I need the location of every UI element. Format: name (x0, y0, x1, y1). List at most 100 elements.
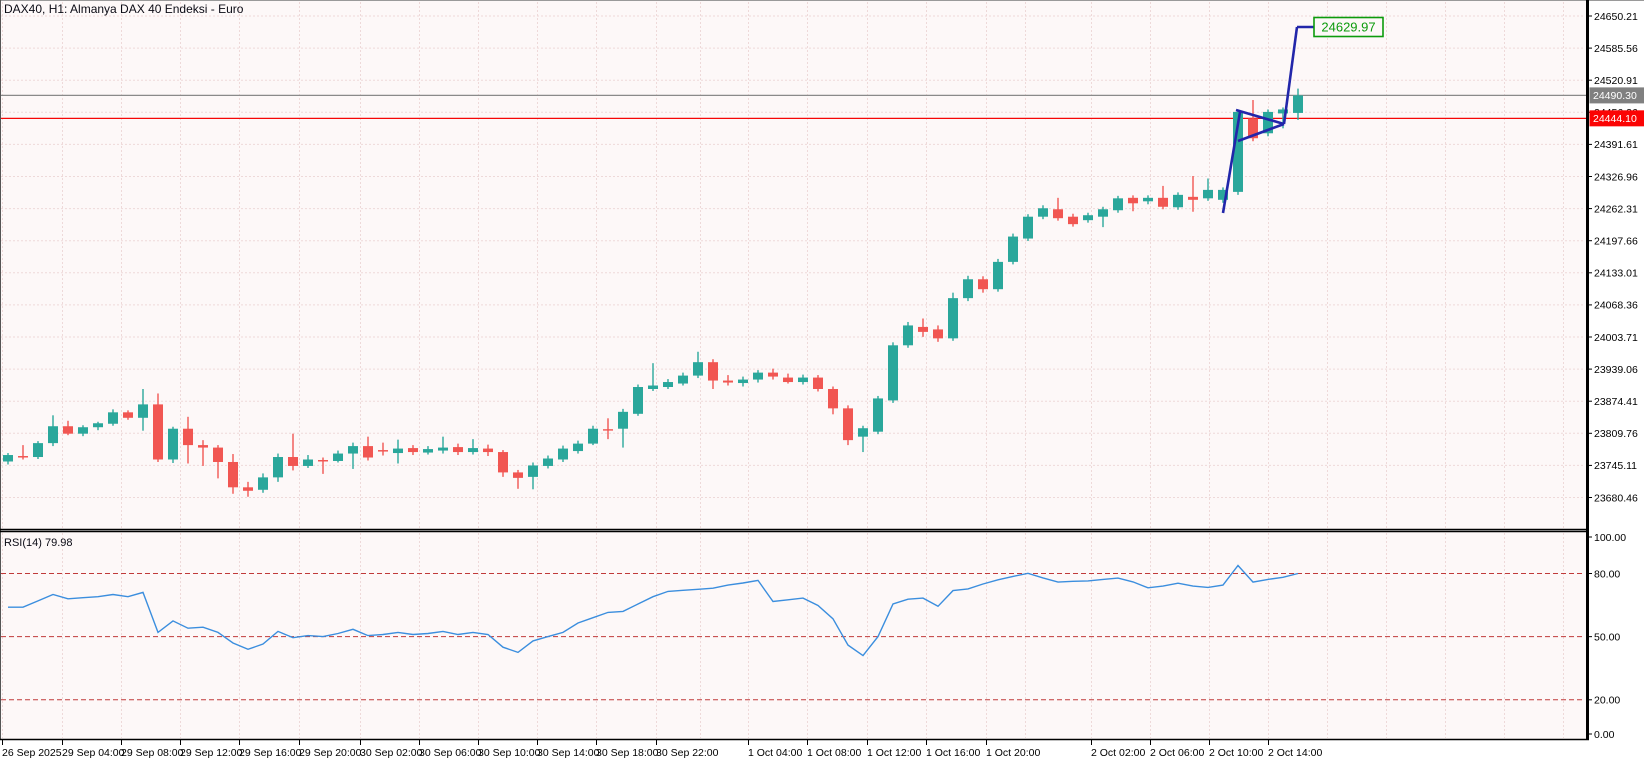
candle-bull (1293, 88, 1303, 120)
candle-bear (213, 445, 223, 479)
flagpole-trendline[interactable] (1221, 111, 1242, 214)
candle-bull (963, 275, 973, 302)
candle-bull (48, 415, 58, 447)
candle-bear (498, 450, 508, 477)
rsi-axis-label: 0.00 (1594, 729, 1615, 741)
line-price-tag-text: 24444.10 (1593, 113, 1637, 125)
price-axis-label: 24003.71 (1594, 332, 1638, 344)
candle-bear (933, 325, 943, 342)
pennant-lower-trendline[interactable] (1237, 122, 1285, 143)
candle-bull (528, 462, 538, 490)
chart-title: DAX40, H1: Almanya DAX 40 Endeksi - Euro (4, 2, 244, 16)
candle-bull (438, 436, 448, 454)
candle-bull (468, 439, 478, 455)
time-axis-label: 30 Sep 02:00 (360, 747, 423, 759)
time-axis-label: 29 Sep 08:00 (121, 747, 184, 759)
price-axis-label: 24133.01 (1594, 268, 1638, 280)
time-axis-label: 29 Sep 12:00 (180, 747, 243, 759)
candle-bull (348, 442, 358, 469)
price-axis-label: 23874.41 (1594, 396, 1638, 408)
candle-bull (858, 425, 868, 453)
price-axis-label: 24391.61 (1594, 139, 1638, 151)
candle-bull (798, 374, 808, 385)
rsi-axis-label: 20.00 (1594, 695, 1620, 707)
main-chart-pane[interactable] (0, 0, 1586, 529)
candle-bull (888, 342, 898, 403)
candle-bear (453, 443, 463, 456)
candle-bull (33, 441, 43, 460)
candle-bull (903, 321, 913, 348)
candle-bear (363, 436, 373, 461)
candle-bull (273, 453, 283, 482)
candle-bear (1068, 213, 1078, 227)
candle-bear (18, 445, 28, 460)
time-axis-label: 26 Sep 2025 (2, 747, 62, 759)
time-axis-label: 30 Sep 22:00 (656, 747, 719, 759)
candle-bear (1188, 175, 1198, 212)
candle-bull (138, 388, 148, 431)
time-axis-label: 30 Sep 18:00 (596, 747, 659, 759)
target-price-callout[interactable] (1313, 16, 1384, 38)
candle-bear (63, 420, 73, 436)
candle-bull (618, 408, 628, 448)
candle-bull (1143, 195, 1153, 205)
candle-bear (123, 410, 133, 420)
candle-bear (183, 416, 193, 464)
rsi-axis-label: 80.00 (1594, 568, 1620, 580)
candle-bull (333, 450, 343, 463)
time-axis-label: 2 Oct 06:00 (1150, 747, 1204, 759)
candle-bear (783, 373, 793, 384)
candle-bull (558, 445, 568, 462)
candle-bear (1128, 195, 1138, 212)
time-axis-label: 30 Sep 14:00 (537, 747, 600, 759)
candle-bear (1053, 197, 1063, 221)
candle-bear (408, 445, 418, 456)
candle-bull (993, 258, 1003, 292)
time-axis-label: 29 Sep 16:00 (239, 747, 302, 759)
rsi-line (8, 564, 1299, 657)
price-axis-label: 23680.46 (1594, 492, 1638, 504)
candle-bull (948, 292, 958, 341)
candle-bear (483, 444, 493, 457)
current-price-tag (1589, 87, 1644, 104)
price-axis-label: 23939.06 (1594, 364, 1638, 376)
time-axis-label: 1 Oct 12:00 (867, 747, 921, 759)
candle-bull (588, 425, 598, 446)
candle-bear (918, 318, 928, 337)
candle-bear (288, 433, 298, 471)
candle-bear (318, 457, 328, 474)
time-axis-label: 1 Oct 16:00 (926, 747, 980, 759)
candle-bull (78, 425, 88, 437)
pennant-upper-trendline[interactable] (1235, 108, 1285, 126)
time-axis-label: 30 Sep 10:00 (478, 747, 541, 759)
candle-bear (198, 440, 208, 466)
candle-bull (258, 473, 268, 493)
time-axis-label: 1 Oct 08:00 (807, 747, 861, 759)
price-axis-label: 23745.11 (1594, 460, 1637, 472)
time-axis-label: 2 Oct 02:00 (1091, 747, 1145, 759)
candle-bull (3, 453, 13, 465)
candle-bull (1098, 206, 1108, 228)
price-axis-label: 24650.21 (1594, 11, 1638, 23)
candle-bull (1083, 212, 1093, 223)
line-price-tag (1589, 110, 1644, 127)
price-axis-label: 24585.56 (1594, 43, 1638, 55)
candle-bull (663, 379, 673, 389)
breakout-trendline[interactable] (1282, 26, 1299, 125)
price-axis-label: 24197.66 (1594, 236, 1638, 248)
rsi-pane[interactable] (0, 531, 1586, 739)
candle-bear (828, 386, 838, 415)
time-axis-label: 29 Sep 20:00 (299, 747, 362, 759)
candle-bull (168, 426, 178, 463)
candle-bull (633, 384, 643, 416)
candle-bear (723, 375, 733, 386)
time-axis-label: 29 Sep 04:00 (62, 747, 125, 759)
time-axis-label: 1 Oct 04:00 (748, 747, 802, 759)
candle-bear (813, 375, 823, 392)
candle-bull (693, 351, 703, 379)
candle-bear (243, 481, 253, 497)
candle-bull (423, 446, 433, 455)
time-axis-label: 2 Oct 14:00 (1268, 747, 1322, 759)
